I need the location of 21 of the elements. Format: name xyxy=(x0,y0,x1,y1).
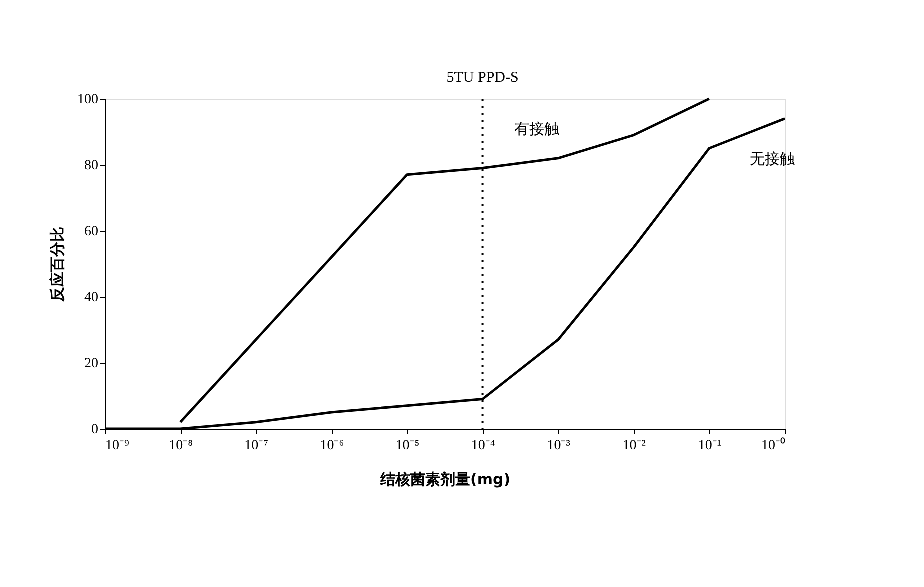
x-axis-title: 结核菌素剂量(mg) xyxy=(379,470,511,488)
y-tick-label: 0 xyxy=(92,422,98,438)
y-tick-label: 20 xyxy=(84,356,98,372)
y-tick-label: 40 xyxy=(84,290,98,306)
series-label: 有接触 xyxy=(514,120,560,138)
y-tick-label: 80 xyxy=(84,158,98,174)
ref-line-label: 5TU PPD-S xyxy=(446,70,519,86)
y-tick-label: 100 xyxy=(78,92,98,108)
series-label: 无接触 xyxy=(750,150,795,168)
x-tick-label: 10⁻⁸ xyxy=(169,438,194,454)
x-tick-label: 10⁻⁹ xyxy=(106,438,130,454)
x-tick-label: 10⁻⁷ xyxy=(244,438,269,454)
x-tick-label: 10⁻⁴ xyxy=(471,438,496,454)
x-tick-label: 10⁻² xyxy=(622,438,646,454)
x-tick-label: 10⁻⁵ xyxy=(396,438,420,454)
y-tick-label: 60 xyxy=(84,224,98,240)
x-tick-label: 10⁻⁶ xyxy=(320,438,344,454)
x-tick-label: 10⁻¹ xyxy=(698,438,722,454)
y-axis-title: 反应百分比 xyxy=(48,227,66,303)
x-tick-label: 10⁻³ xyxy=(547,438,570,454)
x-tick-label: 10⁻⁰ xyxy=(762,438,786,454)
